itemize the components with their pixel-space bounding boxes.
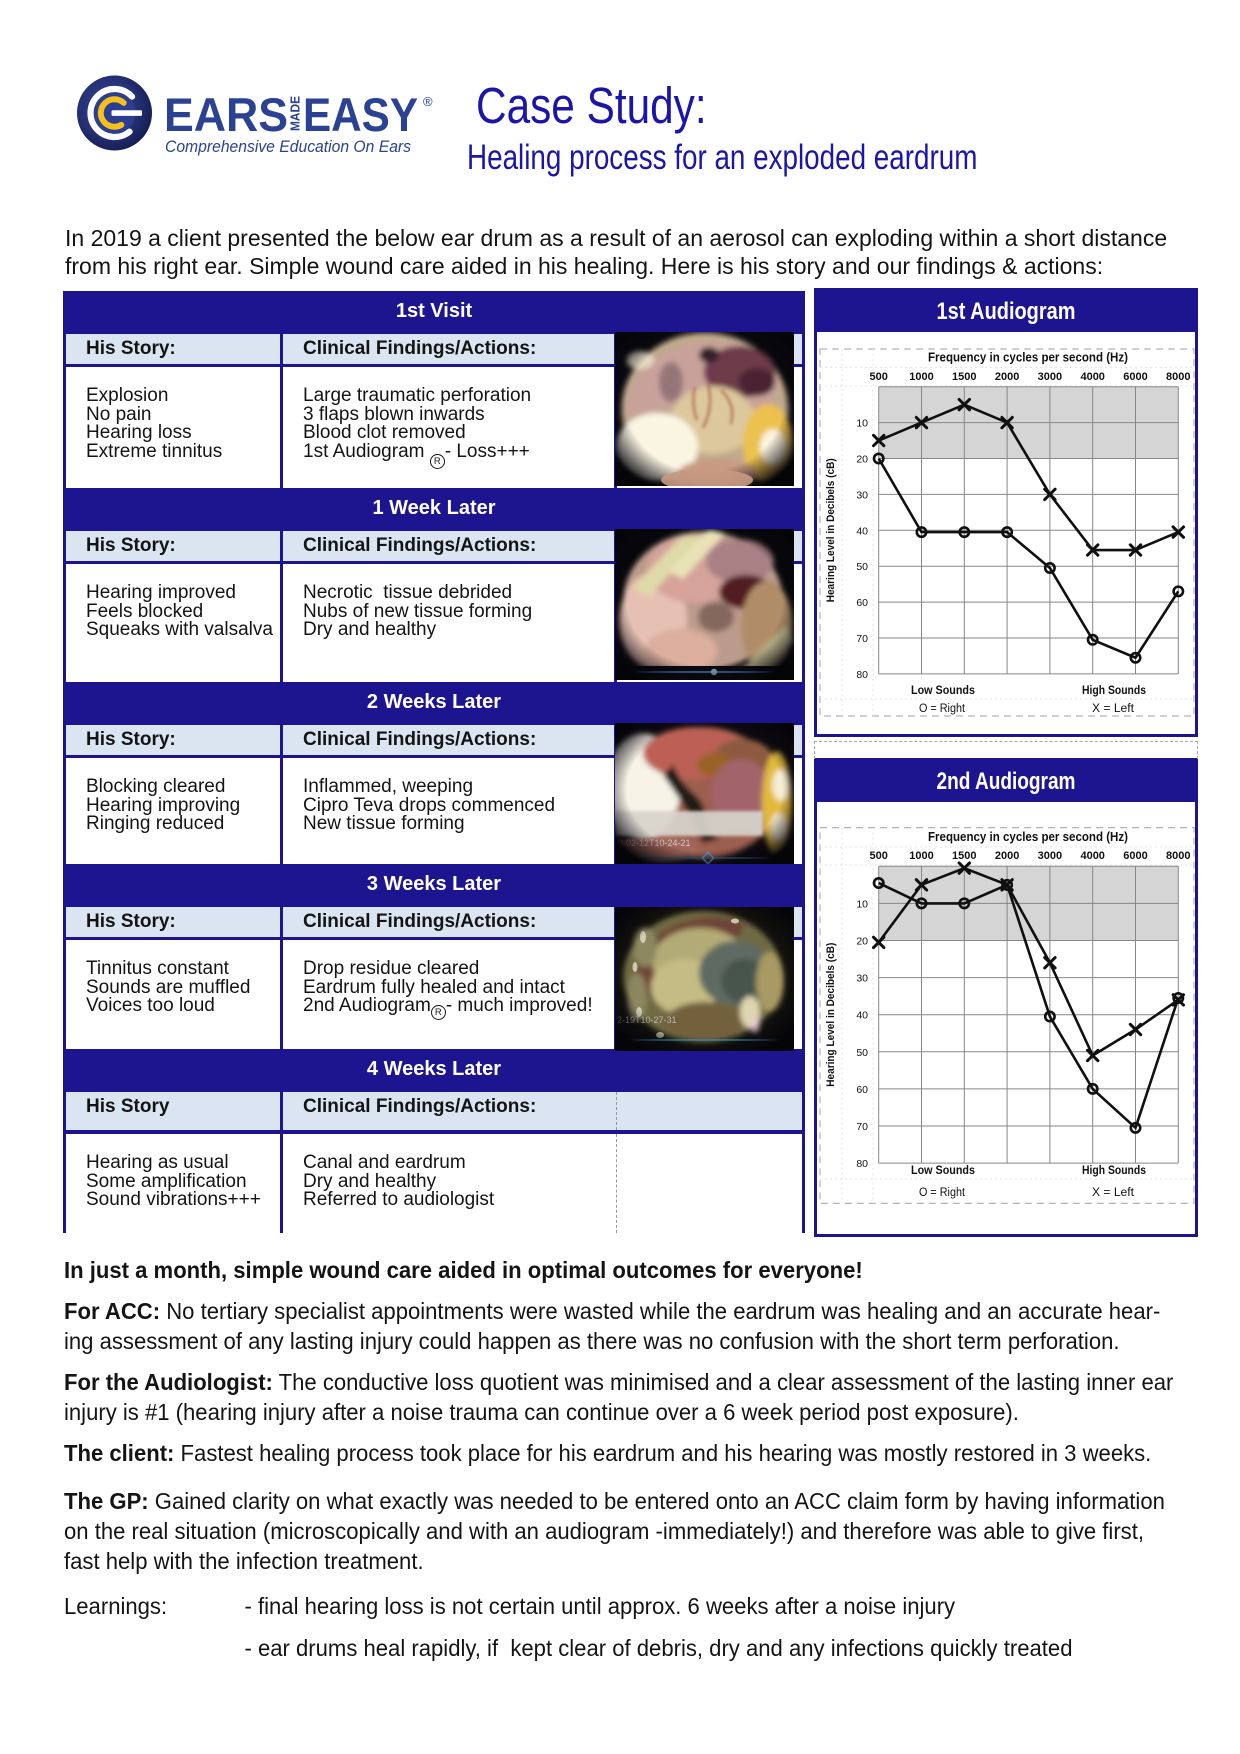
svg-text:2000: 2000 [995,850,1019,862]
svg-text:1500: 1500 [952,371,976,383]
svg-text:4000: 4000 [1080,371,1104,383]
svg-text:Comprehensive Education On Ear: Comprehensive Education On Ears [165,137,411,156]
svg-text:60: 60 [856,1084,868,1096]
svg-text:6000: 6000 [1123,371,1147,383]
svg-text:4000: 4000 [1080,850,1104,862]
svg-text:20: 20 [856,454,868,466]
svg-text:Low Sounds: Low Sounds [911,1163,975,1177]
svg-text:High Sounds: High Sounds [1082,1163,1146,1177]
svg-text:Frequency in cycles per second: Frequency in cycles per second (Hz) [928,350,1128,364]
svg-text:®: ® [423,94,433,109]
svg-text:2000: 2000 [995,371,1019,383]
svg-text:2nd Audiogram: 2nd Audiogram [937,768,1076,795]
svg-text:MADE: MADE [289,96,303,131]
svg-text:70: 70 [856,633,868,645]
svg-text:10: 10 [856,898,868,910]
svg-text:O = Right: O = Right [919,703,966,715]
svg-text:6000: 6000 [1123,850,1147,862]
svg-text:30: 30 [856,489,868,501]
svg-text:Hearing Level in Decibels (cB): Hearing Level in Decibels (cB) [825,458,837,602]
svg-text:500: 500 [870,371,888,383]
svg-text:Frequency in cycles per second: Frequency in cycles per second (Hz) [928,830,1128,844]
svg-text:X = Left: X = Left [1092,703,1135,715]
svg-text:1500: 1500 [952,850,976,862]
svg-text:80: 80 [856,669,868,681]
svg-text:1000: 1000 [909,371,933,383]
svg-text:EASY: EASY [303,88,418,141]
svg-text:30: 30 [856,973,868,985]
svg-text:500: 500 [870,850,888,862]
svg-text:Low Sounds: Low Sounds [911,683,975,697]
svg-text:3000: 3000 [1038,371,1062,383]
svg-text:20: 20 [856,936,868,948]
svg-text:8000: 8000 [1166,850,1190,862]
svg-text:80: 80 [856,1158,868,1170]
svg-text:50: 50 [856,561,868,573]
svg-text:50: 50 [856,1047,868,1059]
svg-text:High Sounds: High Sounds [1082,683,1146,697]
svg-text:40: 40 [856,525,868,537]
svg-text:60: 60 [856,597,868,609]
svg-text:8000: 8000 [1166,371,1190,383]
svg-text:70: 70 [856,1121,868,1133]
svg-text:3000: 3000 [1038,850,1062,862]
svg-text:10: 10 [856,418,868,430]
svg-text:1000: 1000 [909,850,933,862]
svg-text:X = Left: X = Left [1092,1187,1135,1199]
svg-text:EARS: EARS [164,88,288,141]
svg-text:O = Right: O = Right [919,1187,966,1199]
svg-text:Hearing Level in Decibels (cB): Hearing Level in Decibels (cB) [825,942,837,1086]
svg-text:40: 40 [856,1010,868,1022]
svg-text:1st Audiogram: 1st Audiogram [937,298,1076,325]
